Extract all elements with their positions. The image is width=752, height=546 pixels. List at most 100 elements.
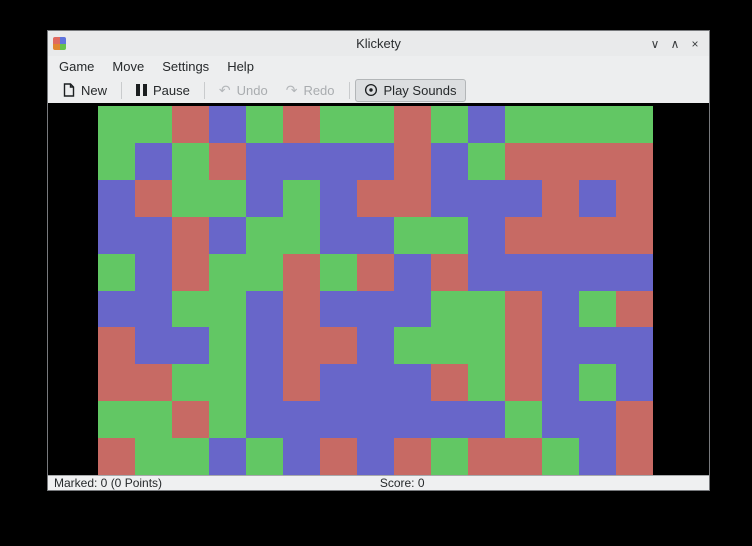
tile-blue[interactable] [98,179,135,217]
tile-red[interactable] [505,327,542,365]
tile-red[interactable] [616,438,653,475]
tile-red[interactable] [616,179,653,217]
tile-blue[interactable] [320,401,357,439]
tile-green[interactable] [246,106,283,143]
tile-blue[interactable] [468,401,505,439]
tile-red[interactable] [505,142,542,180]
tile-red[interactable] [283,327,320,365]
tile-red[interactable] [394,106,431,143]
tile-green[interactable] [209,253,246,291]
tile-red[interactable] [431,253,468,291]
tile-green[interactable] [542,438,579,475]
menu-help[interactable]: Help [227,59,254,74]
tile-blue[interactable] [320,290,357,328]
tile-blue[interactable] [468,179,505,217]
tile-blue[interactable] [542,290,579,328]
tile-red[interactable] [98,364,135,402]
tile-blue[interactable] [357,290,394,328]
tile-green[interactable] [172,438,209,475]
tile-green[interactable] [616,106,653,143]
tile-green[interactable] [246,438,283,475]
tile-blue[interactable] [135,142,172,180]
tile-blue[interactable] [542,401,579,439]
tile-blue[interactable] [579,253,616,291]
tile-blue[interactable] [320,216,357,254]
tile-red[interactable] [283,253,320,291]
tile-green[interactable] [209,290,246,328]
tile-red[interactable] [283,364,320,402]
tile-red[interactable] [505,216,542,254]
tile-green[interactable] [394,327,431,365]
tile-red[interactable] [172,401,209,439]
close-icon[interactable]: × [691,36,699,51]
tile-blue[interactable] [505,253,542,291]
tile-red[interactable] [616,290,653,328]
tile-blue[interactable] [357,401,394,439]
tile-blue[interactable] [246,179,283,217]
tile-blue[interactable] [468,216,505,254]
menu-settings[interactable]: Settings [162,59,210,74]
tile-blue[interactable] [98,290,135,328]
tile-blue[interactable] [394,253,431,291]
tile-green[interactable] [172,142,209,180]
tile-red[interactable] [357,179,394,217]
tile-blue[interactable] [246,364,283,402]
tile-blue[interactable] [246,327,283,365]
tile-blue[interactable] [505,179,542,217]
tile-blue[interactable] [172,327,209,365]
tile-green[interactable] [320,253,357,291]
tile-green[interactable] [468,364,505,402]
tile-red[interactable] [616,216,653,254]
tile-green[interactable] [468,290,505,328]
undo-button[interactable]: ↶ Undo [210,79,277,102]
tile-blue[interactable] [579,327,616,365]
tile-green[interactable] [246,253,283,291]
tile-blue[interactable] [357,327,394,365]
tile-blue[interactable] [357,438,394,475]
tile-green[interactable] [579,290,616,328]
tile-blue[interactable] [394,290,431,328]
tile-blue[interactable] [98,216,135,254]
tile-green[interactable] [135,401,172,439]
tile-blue[interactable] [135,327,172,365]
tile-red[interactable] [98,327,135,365]
tile-green[interactable] [98,401,135,439]
new-button[interactable]: New [54,79,116,102]
tile-blue[interactable] [283,142,320,180]
tile-blue[interactable] [357,216,394,254]
tile-green[interactable] [283,216,320,254]
tile-blue[interactable] [468,253,505,291]
tile-green[interactable] [98,253,135,291]
tile-red[interactable] [283,106,320,143]
tile-blue[interactable] [320,179,357,217]
tile-blue[interactable] [431,142,468,180]
tile-red[interactable] [98,438,135,475]
tile-red[interactable] [505,438,542,475]
tile-blue[interactable] [320,142,357,180]
tile-blue[interactable] [320,364,357,402]
tile-blue[interactable] [283,401,320,439]
tile-red[interactable] [542,216,579,254]
menu-move[interactable]: Move [112,59,145,74]
tile-green[interactable] [431,327,468,365]
tile-red[interactable] [542,142,579,180]
tile-green[interactable] [283,179,320,217]
tile-blue[interactable] [135,290,172,328]
redo-button[interactable]: ↷ Redo [277,79,344,102]
tile-blue[interactable] [357,142,394,180]
tile-blue[interactable] [394,364,431,402]
tile-red[interactable] [616,142,653,180]
tile-green[interactable] [468,142,505,180]
tile-red[interactable] [283,290,320,328]
tile-green[interactable] [542,106,579,143]
tile-green[interactable] [431,106,468,143]
tile-blue[interactable] [135,216,172,254]
tile-red[interactable] [431,364,468,402]
play-sounds-toggle-button[interactable]: Play Sounds [354,78,466,102]
tile-blue[interactable] [246,142,283,180]
tile-red[interactable] [320,438,357,475]
tile-green[interactable] [357,106,394,143]
tile-red[interactable] [542,179,579,217]
tile-blue[interactable] [542,327,579,365]
tile-green[interactable] [135,106,172,143]
